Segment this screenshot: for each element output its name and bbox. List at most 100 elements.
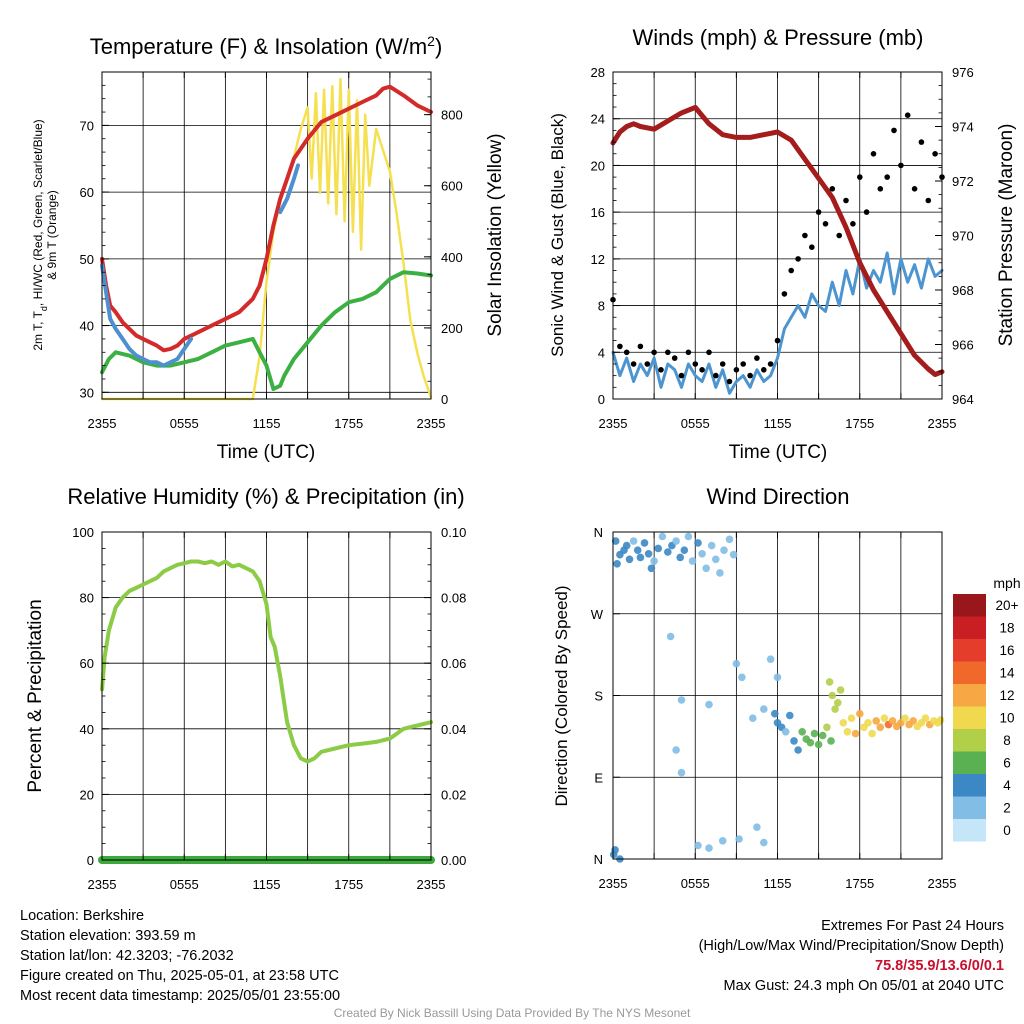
humidity-left-tick-label: 0 xyxy=(87,853,94,868)
created-text: Figure created on Thu, 2025-05-01, at 23… xyxy=(20,968,339,984)
winds-gust-point xyxy=(685,349,692,356)
humidity-title: Relative Humidity (%) & Precipitation (i… xyxy=(67,484,464,509)
extremes-info: Extremes For Past 24 Hours (High/Low/Max… xyxy=(699,916,1004,996)
winds-xtick-label: 1155 xyxy=(764,416,792,431)
direction-point xyxy=(629,537,638,545)
direction-point xyxy=(654,544,662,553)
winds-gust-point xyxy=(740,361,746,367)
winds-left-tick-label: 20 xyxy=(591,158,605,173)
direction-point xyxy=(720,546,728,554)
colorbar-label: 2 xyxy=(1003,801,1011,816)
direction-point xyxy=(781,728,790,736)
winds-gust-point xyxy=(891,127,897,134)
temperature-left-tick-label: 60 xyxy=(80,185,94,200)
winds-gust-point xyxy=(774,337,781,344)
winds-gust-point xyxy=(692,361,699,367)
direction-point xyxy=(613,560,621,568)
winds-gust-point xyxy=(911,186,918,192)
colorbar: 20+ 18 16 14 12 10 8 6 4 2 0 xyxy=(953,594,1019,842)
direction-point xyxy=(825,678,834,686)
temperature-grid xyxy=(102,72,431,399)
temperature-left-tick-label: 70 xyxy=(80,118,94,133)
winds-gust-point xyxy=(809,244,815,250)
temperature-left-tick-label: 40 xyxy=(80,319,94,334)
winds-right-tick-label: 976 xyxy=(952,65,974,80)
direction-point xyxy=(843,728,852,736)
winds-gust-point xyxy=(726,378,733,385)
winds-gust-point xyxy=(706,349,712,356)
direction-point xyxy=(650,557,658,565)
direction-point xyxy=(876,723,885,732)
direction-point xyxy=(921,714,930,722)
winds-xtick-label: 2355 xyxy=(928,416,957,431)
winds-gust-point xyxy=(658,367,664,373)
winds-xlabel: Time (UTC) xyxy=(729,442,828,463)
temperature-line-hi xyxy=(278,163,300,215)
colorbar-label: 4 xyxy=(1003,778,1011,793)
winds-gust-point xyxy=(671,355,678,361)
recent-text: Most recent data timestamp: 2025/05/01 2… xyxy=(20,988,341,1004)
winds-gust-point xyxy=(637,343,644,350)
direction-point xyxy=(666,632,675,641)
direction-xtick-label: 1755 xyxy=(845,876,874,891)
direction-point xyxy=(888,717,897,725)
winds-gust-point xyxy=(843,197,849,204)
direction-point xyxy=(672,537,680,545)
direction-point xyxy=(760,705,768,713)
temperature-title: Temperature (F) & Insolation (W/m2) xyxy=(90,33,443,59)
elevation-text: Station elevation: 393.59 m xyxy=(20,928,196,944)
temperature-right-tick-label: 0 xyxy=(441,392,448,407)
winds-gust-point xyxy=(617,343,623,350)
direction-point xyxy=(790,737,798,745)
winds-gust-point xyxy=(767,361,774,367)
winds-gust-point xyxy=(713,372,719,379)
direction-point xyxy=(798,728,806,736)
winds-gust-point xyxy=(630,361,637,367)
winds-xtick-label: 1755 xyxy=(845,416,874,431)
direction-series xyxy=(609,532,945,863)
direction-point xyxy=(716,569,724,577)
colorbar-label: 0 xyxy=(1003,823,1011,838)
winds-gust-point xyxy=(733,367,740,373)
colorbar-swatch xyxy=(953,661,986,684)
winds-gust-point xyxy=(829,186,836,192)
colorbar-swatch xyxy=(953,774,986,797)
temperature-axes: 2355 0555 1155 1755 2355 30 40 50 60 70 0 200 400 600… xyxy=(80,71,463,431)
winds-gust-point xyxy=(802,232,808,239)
temperature-xlabel: Time (UTC) xyxy=(217,442,316,463)
colorbar-label: 14 xyxy=(999,666,1015,681)
colorbar-swatch xyxy=(953,819,986,842)
winds-gust-point xyxy=(918,139,925,145)
winds-gust-point xyxy=(898,162,904,169)
direction-point xyxy=(712,555,720,564)
extremes-subtitle: (High/Low/Max Wind/Precipitation/Snow De… xyxy=(698,938,1004,954)
extremes-values: 75.8/35.9/13.6/0/0.1 xyxy=(875,958,1004,974)
colorbar-swatch xyxy=(953,751,986,774)
winds-right-tick-label: 966 xyxy=(952,338,974,353)
winds-grid xyxy=(613,72,942,399)
direction-point xyxy=(672,746,680,754)
humidity-xtick-label: 1755 xyxy=(334,877,363,892)
colorbar-swatch xyxy=(953,684,986,707)
winds-left-tick-label: 4 xyxy=(598,345,605,360)
direction-point xyxy=(834,699,842,707)
winds-gust-point xyxy=(877,186,884,192)
colorbar-swatch xyxy=(953,639,986,662)
max-gust-text: Max Gust: 24.3 mph On 05/01 at 2040 UTC xyxy=(723,978,1004,994)
winds-gust-point xyxy=(795,256,801,262)
winds-left-tick-label: 0 xyxy=(598,392,605,407)
humidity-right-tick-label: 0.00 xyxy=(441,853,466,868)
winds-left-tick-label: 8 xyxy=(598,299,605,314)
latlon-text: Station lat/lon: 42.3203; -76.2032 xyxy=(20,948,234,964)
direction-point xyxy=(702,564,710,573)
direction-point xyxy=(729,550,738,559)
direction-point xyxy=(705,844,713,852)
credit-text: Created By Nick Bassill Using Data Provi… xyxy=(333,1006,691,1020)
temperature-xtick-label: 1155 xyxy=(253,416,281,431)
temperature-right-tick-label: 800 xyxy=(441,108,463,123)
station-info: Location: Berkshire Station elevation: 3… xyxy=(20,906,340,1006)
direction-point xyxy=(864,719,872,727)
direction-point xyxy=(839,719,848,727)
humidity-right-tick-label: 0.10 xyxy=(441,525,466,540)
winds-gust-point xyxy=(665,349,671,356)
